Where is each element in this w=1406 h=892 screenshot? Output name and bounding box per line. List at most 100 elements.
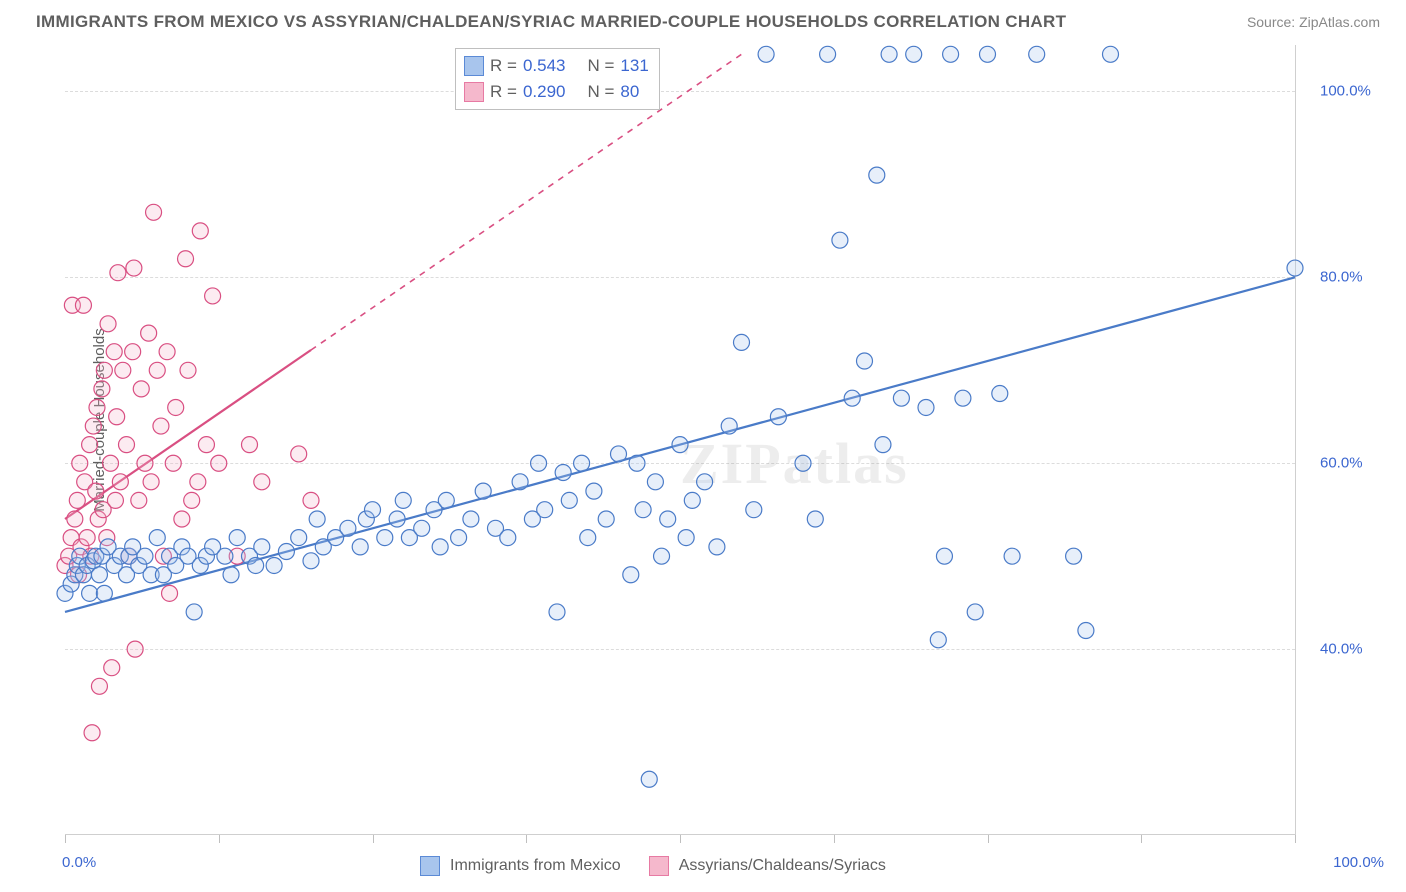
assyrian-point — [174, 511, 190, 527]
assyrian-point — [165, 455, 181, 471]
assyrian-point — [110, 265, 126, 281]
mexico-point — [672, 437, 688, 453]
legend-row: R =0.290N =80 — [464, 79, 649, 105]
mexico-point — [746, 502, 762, 518]
xtick — [219, 835, 220, 843]
assyrian-point — [82, 437, 98, 453]
mexico-point — [82, 585, 98, 601]
mexico-point — [955, 390, 971, 406]
assyrian-point — [184, 492, 200, 508]
xtick — [373, 835, 374, 843]
legend-n-label: N = — [587, 56, 614, 76]
mexico-point — [561, 492, 577, 508]
assyrian-point — [254, 474, 270, 490]
mexico-point — [641, 771, 657, 787]
mexico-point — [254, 539, 270, 555]
mexico-point — [734, 334, 750, 350]
assyrian-point — [143, 474, 159, 490]
mexico-point — [278, 544, 294, 560]
plot-right-border — [1295, 45, 1296, 835]
mexico-point — [223, 567, 239, 583]
mexico-point — [635, 502, 651, 518]
mexico-point — [96, 585, 112, 601]
legend-series-label: Assyrians/Chaldeans/Syriacs — [679, 857, 886, 875]
mexico-point — [967, 604, 983, 620]
mexico-point — [186, 604, 202, 620]
assyrian-point — [211, 455, 227, 471]
mexico-point — [611, 446, 627, 462]
mexico-point — [537, 502, 553, 518]
x-axis-hundred-label: 100.0% — [1333, 854, 1384, 871]
assyrian-point — [89, 399, 105, 415]
assyrian-point — [103, 455, 119, 471]
chart-title: IMMIGRANTS FROM MEXICO VS ASSYRIAN/CHALD… — [36, 12, 1066, 32]
mexico-point — [309, 511, 325, 527]
assyrian-point — [100, 316, 116, 332]
assyrian-point — [125, 344, 141, 360]
assyrian-point — [88, 483, 104, 499]
mexico-point — [654, 548, 670, 564]
legend-r-value: 0.543 — [523, 56, 566, 76]
mexico-point — [395, 492, 411, 508]
assyrian-point — [79, 530, 95, 546]
assyrian-point — [198, 437, 214, 453]
assyrian-point — [126, 260, 142, 276]
ytick-label: 60.0% — [1320, 455, 1363, 472]
mexico-point — [832, 232, 848, 248]
assyrian-point — [115, 362, 131, 378]
legend-series-label: Immigrants from Mexico — [450, 857, 621, 875]
mexico-point — [531, 455, 547, 471]
mexico-point — [580, 530, 596, 546]
correlation-legend: R =0.543N =131R =0.290N =80 — [455, 48, 660, 110]
assyrian-point — [127, 641, 143, 657]
ytick-label: 40.0% — [1320, 641, 1363, 658]
legend-n-label: N = — [587, 82, 614, 102]
mexico-point — [598, 511, 614, 527]
mexico-point — [1004, 548, 1020, 564]
mexico-point — [684, 492, 700, 508]
mexico-point — [217, 548, 233, 564]
legend-swatch — [464, 56, 484, 76]
assyrian-point — [159, 344, 175, 360]
assyrian-point — [104, 660, 120, 676]
mexico-point — [475, 483, 491, 499]
mexico-point — [389, 511, 405, 527]
assyrian-point — [96, 362, 112, 378]
chart-svg — [65, 45, 1295, 835]
mexico-point — [1066, 548, 1082, 564]
mexico-point — [844, 390, 860, 406]
mexico-point — [1029, 46, 1045, 62]
mexico-point — [291, 530, 307, 546]
mexico-point — [137, 548, 153, 564]
legend-n-value: 131 — [620, 56, 648, 76]
mexico-point — [893, 390, 909, 406]
legend-n-value: 80 — [620, 82, 639, 102]
mexico-point — [709, 539, 725, 555]
mexico-point — [807, 511, 823, 527]
xtick — [526, 835, 527, 843]
mexico-point — [758, 46, 774, 62]
mexico-point — [660, 511, 676, 527]
mexico-point — [377, 530, 393, 546]
legend-swatch — [649, 856, 669, 876]
ytick-label: 80.0% — [1320, 269, 1363, 286]
mexico-point — [980, 46, 996, 62]
mexico-point — [340, 520, 356, 536]
assyrian-point — [162, 585, 178, 601]
mexico-point — [721, 418, 737, 434]
mexico-point — [795, 455, 811, 471]
assyrian-point — [141, 325, 157, 341]
mexico-point — [266, 557, 282, 573]
assyrian-point — [109, 409, 125, 425]
assyrian-point — [107, 492, 123, 508]
legend-row: R =0.543N =131 — [464, 53, 649, 79]
assyrian-point — [149, 362, 165, 378]
mexico-point — [555, 465, 571, 481]
legend-r-value: 0.290 — [523, 82, 566, 102]
legend-swatch — [464, 82, 484, 102]
assyrian-point — [190, 474, 206, 490]
mexico-point — [352, 539, 368, 555]
assyrian-point — [72, 455, 88, 471]
assyrian-point — [106, 344, 122, 360]
mexico-point — [303, 553, 319, 569]
